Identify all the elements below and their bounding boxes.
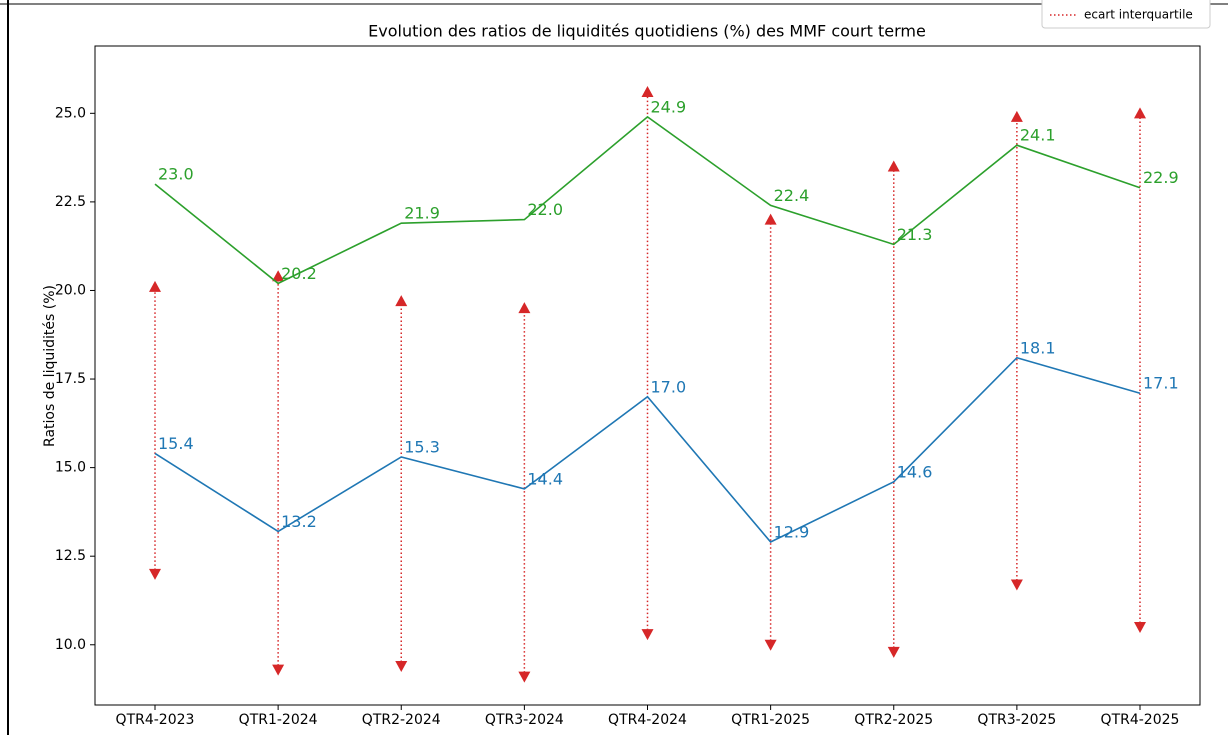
data-label: 14.4 — [527, 469, 563, 488]
iqr-high-marker — [149, 280, 161, 292]
iqr-high-marker — [518, 302, 531, 314]
x-tick-label: QTR4-2024 — [608, 712, 687, 728]
iqr-high-marker — [887, 160, 900, 172]
x-tick-label: QTR3-2025 — [977, 712, 1056, 728]
data-label: 17.0 — [651, 377, 687, 396]
data-label: 22.4 — [774, 186, 810, 205]
iqr-low-marker — [641, 629, 654, 641]
iqr-high-marker — [1010, 110, 1023, 122]
chart-title: Evolution des ratios de liquidités quoti… — [368, 22, 926, 41]
x-tick-label: QTR4-2025 — [1101, 712, 1180, 728]
data-label: 22.9 — [1143, 168, 1179, 187]
y-tick-label: 20.0 — [55, 282, 86, 298]
x-tick-label: QTR1-2025 — [731, 712, 810, 728]
iqr-high-marker — [1134, 107, 1146, 119]
iqr-low-marker — [1134, 622, 1146, 634]
iqr-low-marker — [1010, 579, 1023, 591]
data-label: 12.9 — [774, 523, 810, 542]
iqr-high-marker — [764, 213, 777, 225]
data-label: 17.1 — [1143, 374, 1179, 393]
x-tick-label: QTR2-2024 — [362, 712, 441, 728]
x-tick-label: QTR4-2023 — [116, 712, 195, 728]
iqr-high-marker — [395, 295, 408, 307]
data-label: 21.3 — [897, 225, 933, 244]
legend-box — [1041, 0, 1211, 29]
data-label: 15.4 — [158, 434, 194, 453]
data-label: 14.6 — [897, 462, 933, 481]
data-label: 15.3 — [404, 437, 440, 456]
data-label: 21.9 — [404, 204, 440, 223]
iqr-low-marker — [764, 639, 777, 651]
legend-label: ecart interquartile — [1084, 8, 1193, 22]
series-line — [154, 115, 1141, 285]
x-tick-label: QTR2-2025 — [854, 712, 933, 728]
data-label: 24.1 — [1020, 126, 1056, 145]
data-label: 22.0 — [527, 200, 563, 219]
y-tick-label: 12.5 — [55, 548, 86, 564]
data-label: 20.2 — [281, 264, 317, 283]
iqr-low-marker — [272, 664, 285, 676]
y-axis-label: Ratios de liquidités (%) — [42, 285, 58, 447]
iqr-high-marker — [272, 270, 285, 282]
y-tick-label: 25.0 — [55, 105, 86, 121]
iqr-high-marker — [641, 86, 654, 98]
x-tick-label: QTR1-2024 — [239, 712, 318, 728]
x-tick-label: QTR3-2024 — [485, 712, 564, 728]
data-label: 18.1 — [1020, 338, 1056, 357]
plot-frame — [94, 45, 1201, 706]
y-tick-label: 17.5 — [55, 371, 86, 387]
data-label: 23.0 — [158, 165, 194, 184]
series-line — [154, 356, 1141, 544]
y-tick-label: 22.5 — [55, 194, 86, 210]
iqr-low-marker — [149, 568, 161, 580]
y-tick-label: 10.0 — [55, 637, 86, 653]
iqr-low-marker — [518, 671, 531, 683]
y-tick-label: 15.0 — [55, 460, 86, 476]
iqr-low-marker — [887, 646, 900, 658]
data-label: 13.2 — [281, 512, 317, 531]
iqr-low-marker — [395, 661, 408, 673]
data-label: 24.9 — [651, 97, 687, 116]
